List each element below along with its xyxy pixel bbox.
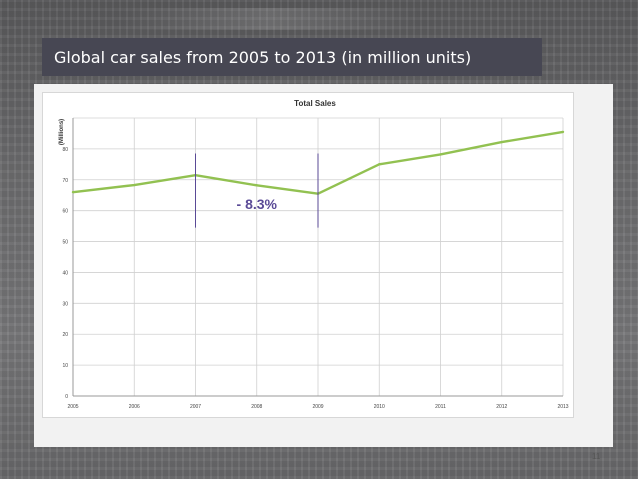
x-tick-label: 2010 (374, 404, 385, 410)
x-tick-label: 2007 (190, 404, 201, 410)
x-tick-label: 2011 (435, 404, 446, 410)
slide-title: Global car sales from 2005 to 2013 (in m… (54, 47, 472, 67)
data-point (133, 183, 136, 187)
annotation-label: - 8.3% (237, 196, 278, 212)
data-point (500, 140, 503, 144)
data-point (378, 163, 381, 166)
y-tick-label: 0 (65, 394, 68, 400)
x-tick-label: 2006 (129, 404, 140, 410)
axis-layer: 0 10 20 30 40 50 60 70 80 2005 2006 2007 2008 2009 201… (62, 118, 569, 410)
y-tick-label: 30 (62, 301, 68, 307)
y-axis-label: (Millions) (59, 119, 65, 145)
x-tick-label: 2008 (251, 404, 262, 410)
y-tick-label: 50 (62, 240, 68, 246)
page-number: 11 (592, 452, 601, 461)
slide-title-bar: Global car sales from 2005 to 2013 (in m… (42, 38, 542, 76)
chart-title: Total Sales (294, 99, 336, 108)
data-point (71, 190, 75, 194)
y-tick-label: 70 (62, 178, 68, 184)
annotation-layer: - 8.3% (195, 153, 319, 228)
x-tick-label: 2012 (496, 404, 507, 410)
y-tick-label: 20 (62, 332, 68, 338)
y-tick-label: 40 (62, 270, 68, 276)
data-point (561, 130, 565, 134)
y-tick-label: 60 (62, 209, 68, 215)
background-texture (120, 8, 420, 30)
x-tick-label: 2013 (557, 404, 568, 410)
x-tick-label: 2005 (67, 404, 78, 410)
data-point (439, 153, 442, 156)
y-tick-label: 80 (62, 147, 68, 153)
x-tick-label: 2009 (312, 404, 323, 410)
y-tick-label: 10 (62, 363, 68, 369)
data-point (255, 184, 258, 187)
